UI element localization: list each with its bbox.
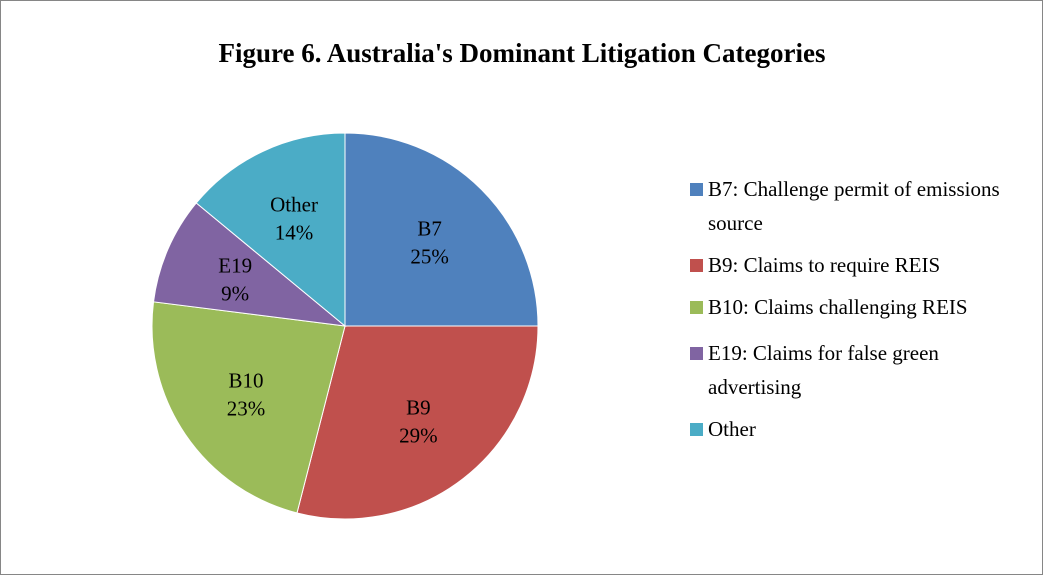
legend-item: E19: Claims for false green advertising <box>688 336 1033 404</box>
legend-item: B7: Challenge permit of emissions source <box>688 172 1033 240</box>
legend: B7: Challenge permit of emissions source… <box>688 172 1033 446</box>
slice-value-label: 29% <box>399 424 438 448</box>
slice-label: B7 <box>417 216 442 240</box>
legend-swatch <box>690 347 703 360</box>
legend-label: Other <box>708 417 756 441</box>
legend-item: B9: Claims to require REIS <box>688 248 1033 282</box>
pie-slice <box>151 301 346 514</box>
slice-value-label: 23% <box>227 396 266 420</box>
slice-label: B10 <box>229 368 264 392</box>
legend-label: B9: Claims to require REIS <box>708 253 941 277</box>
slice-value-label: 14% <box>275 221 314 245</box>
legend-item: Other <box>688 412 1033 446</box>
pie-slice <box>296 325 539 520</box>
slice-label: E19 <box>218 253 252 277</box>
chart-title: Figure 6. Australia's Dominant Litigatio… <box>219 38 826 68</box>
pie-slice <box>152 202 347 327</box>
pie-slice <box>344 132 539 327</box>
slice-label: B9 <box>406 396 431 420</box>
legend-label: B10: Claims challenging REIS <box>708 295 968 319</box>
slice-label: Other <box>270 193 318 217</box>
legend-label: B7: Challenge permit of emissions source <box>708 177 1000 235</box>
legend-swatch <box>690 183 703 196</box>
legend-swatch <box>690 259 703 272</box>
legend-swatch <box>690 301 703 314</box>
legend-swatch <box>690 423 703 436</box>
slice-value-label: 9% <box>221 281 249 305</box>
legend-label: E19: Claims for false green advertising <box>708 341 939 399</box>
slice-value-label: 25% <box>410 244 449 268</box>
legend-item: B10: Claims challenging REIS <box>688 290 1033 324</box>
pie-slice <box>195 132 346 328</box>
